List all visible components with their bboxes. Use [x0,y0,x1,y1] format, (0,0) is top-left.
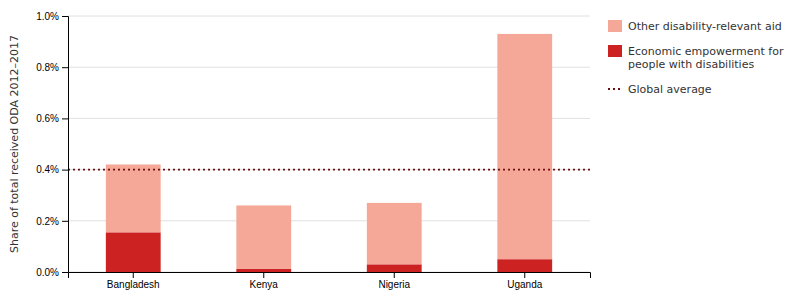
bar [106,164,161,232]
y-tick: 0.6% [36,113,68,124]
y-tick-label: 1.0% [36,11,59,22]
y-tick-mark [62,16,68,17]
legend-swatch [608,88,622,90]
x-tick-mark [524,272,525,278]
legend: Other disability-relevant aid Economic em… [608,20,784,96]
y-axis: 0.0% 0.2% 0.4% 0.6% 0.8% 1.0% [36,11,68,278]
y-axis-line [62,17,69,273]
x-tick-mark [394,272,395,278]
y-axis-title: Share of total received ODA 2012–2017 [8,35,21,253]
x-tick-label: Uganda [507,279,542,290]
bar [367,264,422,272]
x-tick-label: Kenya [250,279,279,290]
marks [68,34,590,272]
x-tick: Bangladesh [107,272,160,290]
y-tick: 0.8% [36,62,68,73]
legend-item: Other disability-relevant aid [608,20,782,33]
y-tick-mark [62,118,68,119]
y-tick: 0.2% [36,216,68,227]
y-tick: 0.4% [36,164,68,175]
legend-swatch [608,20,622,32]
grid [68,16,590,272]
x-tick-mark [133,272,134,278]
y-tick: 0.0% [36,267,68,278]
y-tick-mark [62,67,68,68]
y-tick-label: 0.2% [36,216,59,227]
x-tick-label: Bangladesh [107,279,160,290]
y-tick-label: 0.8% [36,62,59,73]
y-tick-mark [62,272,68,273]
chart-svg: 0.0% 0.2% 0.4% 0.6% 0.8% 1.0% Bangladesh Kenya N… [0,0,800,302]
y-tick-label: 0.0% [36,267,59,278]
chart-container: 0.0% 0.2% 0.4% 0.6% 0.8% 1.0% Bangladesh Kenya N… [0,0,800,302]
legend-label-line: Economic empowerment for [628,45,784,58]
legend-label: Other disability-relevant aid [628,20,782,33]
x-tick: Uganda [507,272,542,290]
bar-series [106,232,552,272]
x-tick-label: Nigeria [378,279,410,290]
x-axis: Bangladesh Kenya Nigeria Uganda [69,272,591,290]
bar [367,203,422,264]
x-tick: Kenya [250,272,279,290]
legend-item: Economic empowerment forpeople with disa… [608,45,784,71]
legend-item: Global average [608,83,712,96]
legend-label: Economic empowerment forpeople with disa… [628,45,784,71]
bar [497,259,552,272]
bar-series [106,34,552,269]
legend-swatch [608,45,622,57]
y-tick: 1.0% [36,11,68,22]
plot: 0.0% 0.2% 0.4% 0.6% 0.8% 1.0% Bangladesh Kenya N… [8,11,591,290]
legend-label-line: Global average [628,83,712,96]
grid-line [68,16,590,17]
y-tick-mark [62,221,68,222]
y-tick-label: 0.4% [36,164,59,175]
reference-line [68,169,590,171]
legend-label-line: Other disability-relevant aid [628,20,782,33]
y-tick-mark [62,170,68,171]
y-tick-label: 0.6% [36,113,59,124]
x-axis-line [69,273,591,279]
x-tick-mark [263,272,264,278]
legend-label-line: people with disabilities [628,58,754,71]
bar [106,232,161,272]
x-tick: Nigeria [378,272,410,290]
bar [236,269,291,272]
legend-label: Global average [628,83,712,96]
bar [236,205,291,268]
bar [497,34,552,259]
